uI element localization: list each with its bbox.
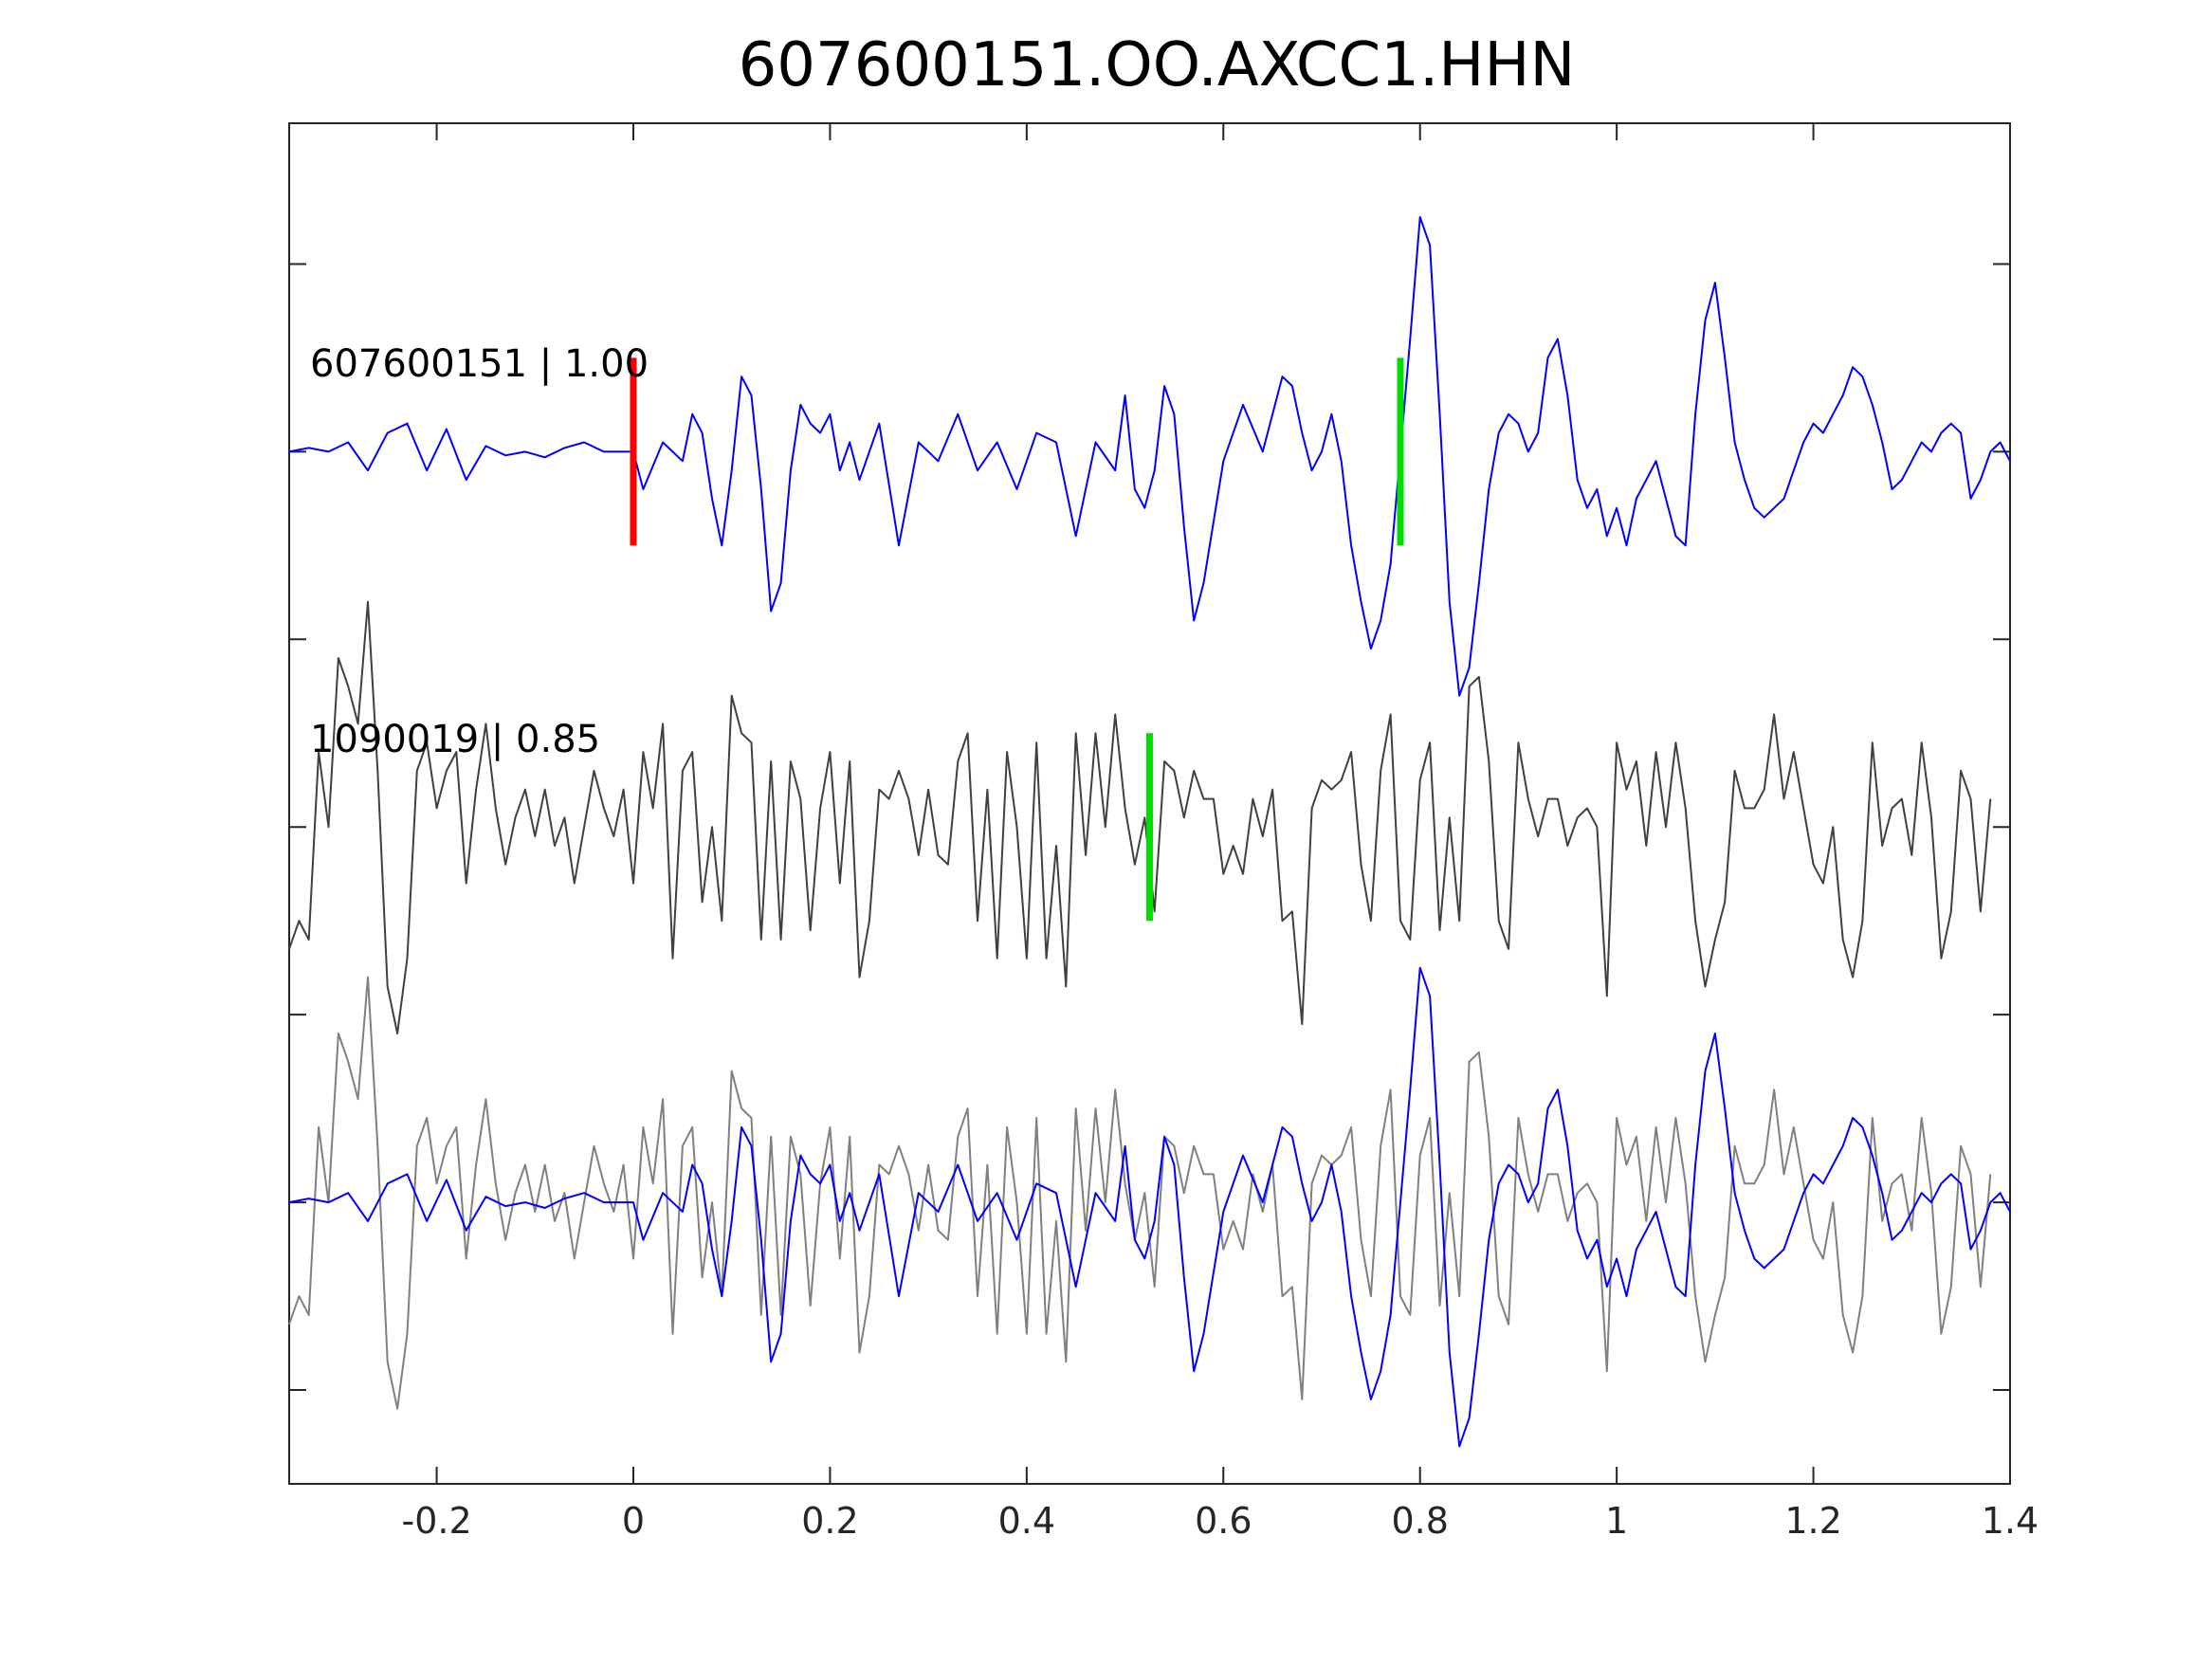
chart-title: 607600151.OO.AXCC1.HHN [739,30,1576,101]
x-tick-label: 0.8 [1391,1500,1448,1542]
x-tick-label: 0.2 [801,1500,858,1542]
x-tick-label: 1.2 [1784,1500,1841,1542]
trace-template [288,216,2011,697]
x-tick-label: 0.6 [1195,1500,1252,1542]
x-tick-label: 1 [1605,1500,1628,1542]
trace-label-template: 607600151 | 1.00 [310,342,649,386]
axes-frame [288,122,2011,1485]
trace-detection [288,600,1992,1034]
x-tick-label: 1.4 [1982,1500,2038,1542]
overlay-template [288,966,2011,1448]
x-tick-label: -0.2 [401,1500,471,1542]
trace-label-detection: 1090019 | 0.85 [310,718,600,761]
x-tick-label: 0.4 [998,1500,1055,1542]
plot-area: -0.2 0 0.2 0.4 0.6 0.8 1 1.2 1.4 607600151 | 1.00… [288,122,2038,1542]
overlay-detection [288,976,1992,1410]
x-tick-label: 0 [622,1500,645,1542]
